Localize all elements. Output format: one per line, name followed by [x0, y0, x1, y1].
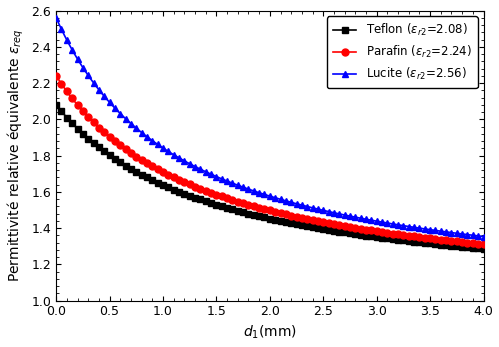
X-axis label: $d_1$(mm): $d_1$(mm): [243, 324, 297, 341]
Legend: Teflon ($\varepsilon_{r2}$=2.08), Parafin ($\varepsilon_{r2}$=2.24), Lucite ($\v: Teflon ($\varepsilon_{r2}$=2.08), Parafi…: [327, 16, 478, 88]
Y-axis label: Permittivité relative équivalente $\varepsilon_{req}$: Permittivité relative équivalente $\vare…: [5, 29, 26, 282]
